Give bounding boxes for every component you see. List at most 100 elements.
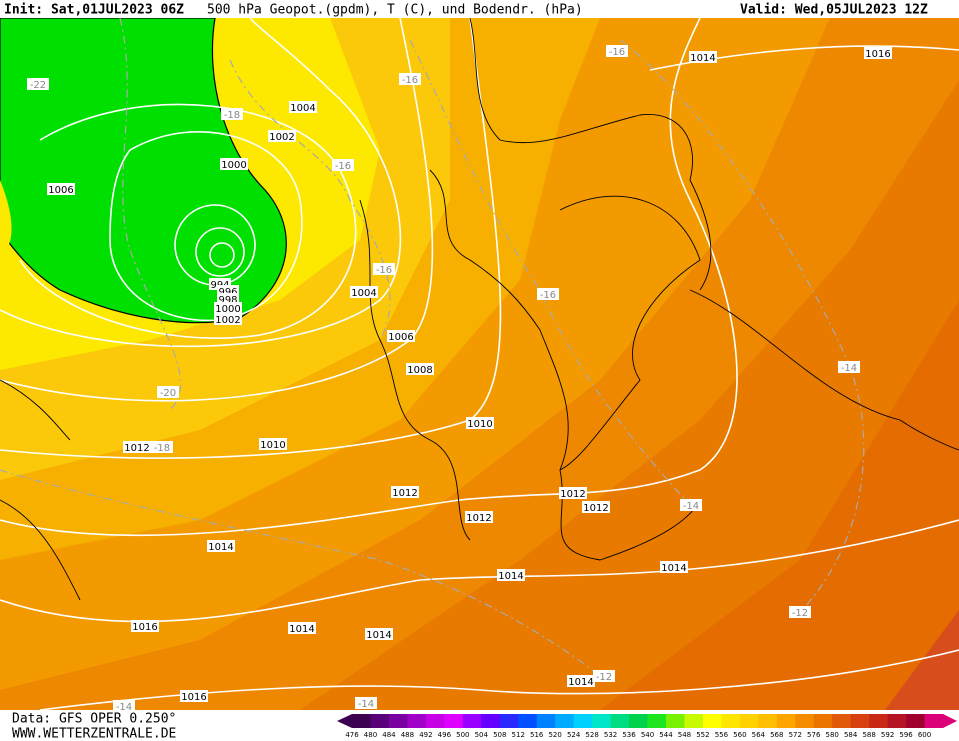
legend-label: 592 [881, 731, 894, 739]
legend-swatch [444, 714, 464, 728]
isobar-label: 998 [218, 295, 237, 306]
legend-swatch [518, 714, 538, 728]
isobar [109, 130, 303, 322]
legend-arrow-right [943, 714, 957, 728]
temperature-label-bg [113, 700, 135, 712]
legend-label: 584 [844, 731, 858, 739]
isobar-label-bg [350, 286, 378, 298]
temperature-label-bg [593, 670, 615, 682]
isobar-label-bg [387, 330, 415, 342]
isobar-label-bg [123, 441, 151, 453]
legend-label: 552 [696, 731, 709, 739]
isobar-label: 1012 [124, 443, 149, 454]
isobar-label: 1006 [388, 332, 413, 343]
isobar-label: 1014 [690, 53, 715, 64]
temperature-label: -16 [540, 290, 556, 301]
isobar-label-bg [214, 302, 242, 314]
legend-swatch [721, 714, 741, 728]
isobar-label-bg [288, 622, 316, 634]
legend-label: 528 [585, 731, 598, 739]
isobar-label: 1004 [290, 103, 315, 114]
isobar-label: 1016 [865, 49, 890, 60]
isobar-label: 1010 [260, 440, 285, 451]
isobar [195, 227, 245, 277]
map-labels: 1014101610041002100010069949969981000100… [27, 45, 892, 713]
legend-swatch [813, 714, 833, 728]
legend-label: 568 [770, 731, 783, 739]
border [359, 199, 471, 541]
map: 1014101610041002100010069949969981000100… [0, 17, 959, 713]
legend-swatch [555, 714, 575, 728]
legend-label: 508 [493, 731, 506, 739]
isobar-label-bg [180, 690, 208, 702]
isobar-label-bg [131, 620, 159, 632]
color-legend: 476 480 484 488 492 496 500 504 508 512 516 520 524 5… [337, 714, 957, 739]
temperature-label-bg [221, 108, 243, 120]
isotherm [229, 59, 391, 341]
legend-swatch [610, 714, 630, 728]
isobar-label: 1014 [568, 677, 593, 688]
temperature-label: -14 [358, 699, 374, 710]
temperature-label: -16 [335, 161, 351, 172]
isobar-label: 1002 [269, 132, 294, 143]
legend-label: 600 [918, 731, 931, 739]
isobar-label: 1016 [181, 692, 206, 703]
temperature-label-bg [789, 606, 811, 618]
isobar-label: 1012 [392, 488, 417, 499]
legend-label: 596 [899, 731, 913, 739]
temperature-label-bg [157, 386, 179, 398]
legend-swatch [869, 714, 889, 728]
legend-label: 540 [641, 731, 654, 739]
valid-time: Valid: Wed,05JUL2023 12Z [740, 3, 928, 18]
band [600, 300, 959, 710]
legend-swatch [684, 714, 704, 728]
legend-label: 536 [622, 731, 636, 739]
isobar-label-bg [259, 438, 287, 450]
legend-swatch [832, 714, 852, 728]
isobar-label-bg [497, 569, 525, 581]
isobar-label-bg [207, 540, 235, 552]
header-bg [0, 0, 959, 18]
isobar [19, 103, 357, 339]
legend-swatch [425, 714, 445, 728]
legend-label: 576 [807, 731, 821, 739]
isobar-label: 996 [218, 287, 237, 298]
isobar-label-bg [289, 101, 317, 113]
temperature-label-bg [373, 263, 395, 275]
isobar-label: 1000 [215, 304, 240, 315]
isobar-label: 1014 [366, 630, 391, 641]
legend-swatch [758, 714, 778, 728]
isobar-label-bg [268, 130, 296, 142]
legend-label: 476 [345, 731, 359, 739]
legend-label: 512 [512, 731, 525, 739]
isobar-label: 1014 [208, 542, 233, 553]
temperature-label-bg [355, 697, 377, 709]
legend-swatch [407, 714, 427, 728]
legend-swatch [629, 714, 648, 728]
legend-label: 520 [548, 731, 561, 739]
coastline [0, 379, 81, 601]
legend-label: 500 [456, 731, 469, 739]
isobar-label: 1012 [466, 513, 491, 524]
temperature-label: -14 [683, 501, 699, 512]
legend-label: 504 [475, 731, 489, 739]
isobar-label: 1012 [560, 489, 585, 500]
legend-label: 484 [382, 731, 396, 739]
legend-label: 492 [419, 731, 432, 739]
isobar-label-bg [660, 561, 688, 573]
legend-swatch [850, 714, 870, 728]
legend-label: 488 [401, 731, 414, 739]
isobar-label-bg [689, 51, 717, 63]
temperature-label-bg [537, 288, 559, 300]
legend-swatch [462, 714, 482, 728]
isobar-label: 1006 [48, 185, 73, 196]
header: Init: Sat,01JUL2023 06Z 500 hPa Geopot.(… [0, 0, 959, 18]
temperature-label: -16 [376, 265, 392, 276]
temperature-label: -18 [154, 443, 170, 454]
isobar-label: 1016 [132, 622, 157, 633]
isobar-label-bg [465, 511, 493, 523]
isobar-label-bg [582, 501, 610, 513]
legend-label: 532 [604, 731, 617, 739]
isobar [649, 45, 959, 71]
isobar-label: 1004 [351, 288, 376, 299]
